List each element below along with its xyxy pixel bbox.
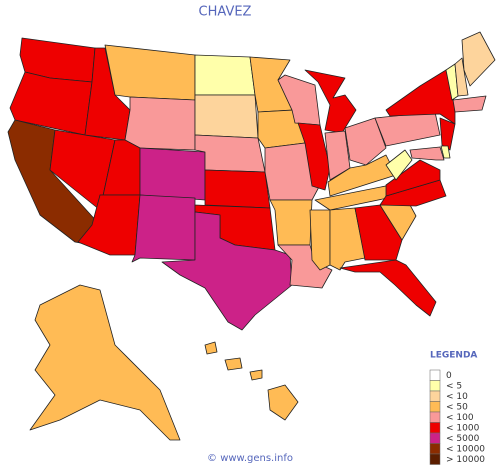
region (385, 159, 441, 197)
region (249, 369, 263, 381)
region (277, 74, 321, 126)
region (354, 204, 403, 261)
map-title: CHAVEZ (199, 5, 252, 20)
legend-swatch (429, 432, 441, 444)
legend-swatch (429, 369, 441, 381)
region (139, 147, 206, 201)
region (131, 194, 196, 263)
legend-label: < 5000 (446, 434, 480, 444)
footer: © www.gens.info (207, 453, 293, 464)
legend-swatch (429, 411, 441, 423)
legend-title: LEGENDA (430, 351, 477, 361)
region (344, 117, 387, 166)
region (461, 31, 496, 87)
legend-swatch (429, 453, 441, 465)
region (204, 169, 271, 209)
legend-label: < 1000 (446, 423, 480, 433)
region (339, 259, 437, 317)
region (439, 117, 456, 151)
legend-label: < 10000 (446, 444, 485, 454)
region (452, 95, 487, 113)
region (374, 111, 441, 147)
region (440, 145, 451, 159)
region (304, 69, 357, 134)
region (385, 149, 413, 181)
region (29, 284, 181, 441)
region (309, 209, 331, 271)
states (7, 31, 496, 441)
region (194, 54, 256, 96)
region (327, 154, 397, 197)
legend-swatch (429, 443, 441, 455)
legend-label: > 10000 (446, 455, 485, 465)
legend-label: < 5 (446, 381, 462, 391)
region (194, 94, 259, 139)
region (297, 122, 331, 191)
legend-swatch (429, 422, 441, 434)
region (277, 244, 333, 289)
region (104, 44, 196, 101)
region (224, 357, 243, 371)
legend-swatch (429, 401, 441, 413)
legend-label: < 100 (446, 413, 474, 423)
region (124, 96, 196, 151)
region (385, 69, 456, 125)
legend-swatch (429, 390, 441, 402)
region (204, 341, 218, 355)
legend-label: < 50 (446, 402, 468, 412)
region (409, 146, 445, 161)
region (267, 384, 299, 421)
legend-swatch (429, 380, 441, 392)
legend-label: 0 (446, 371, 452, 381)
region (194, 134, 266, 173)
region (269, 199, 313, 246)
legend-label: < 10 (446, 392, 468, 402)
legend: 0< 5< 10< 50< 100< 1000< 5000< 10000> 10… (429, 369, 485, 465)
region (161, 211, 293, 331)
region (454, 57, 469, 97)
